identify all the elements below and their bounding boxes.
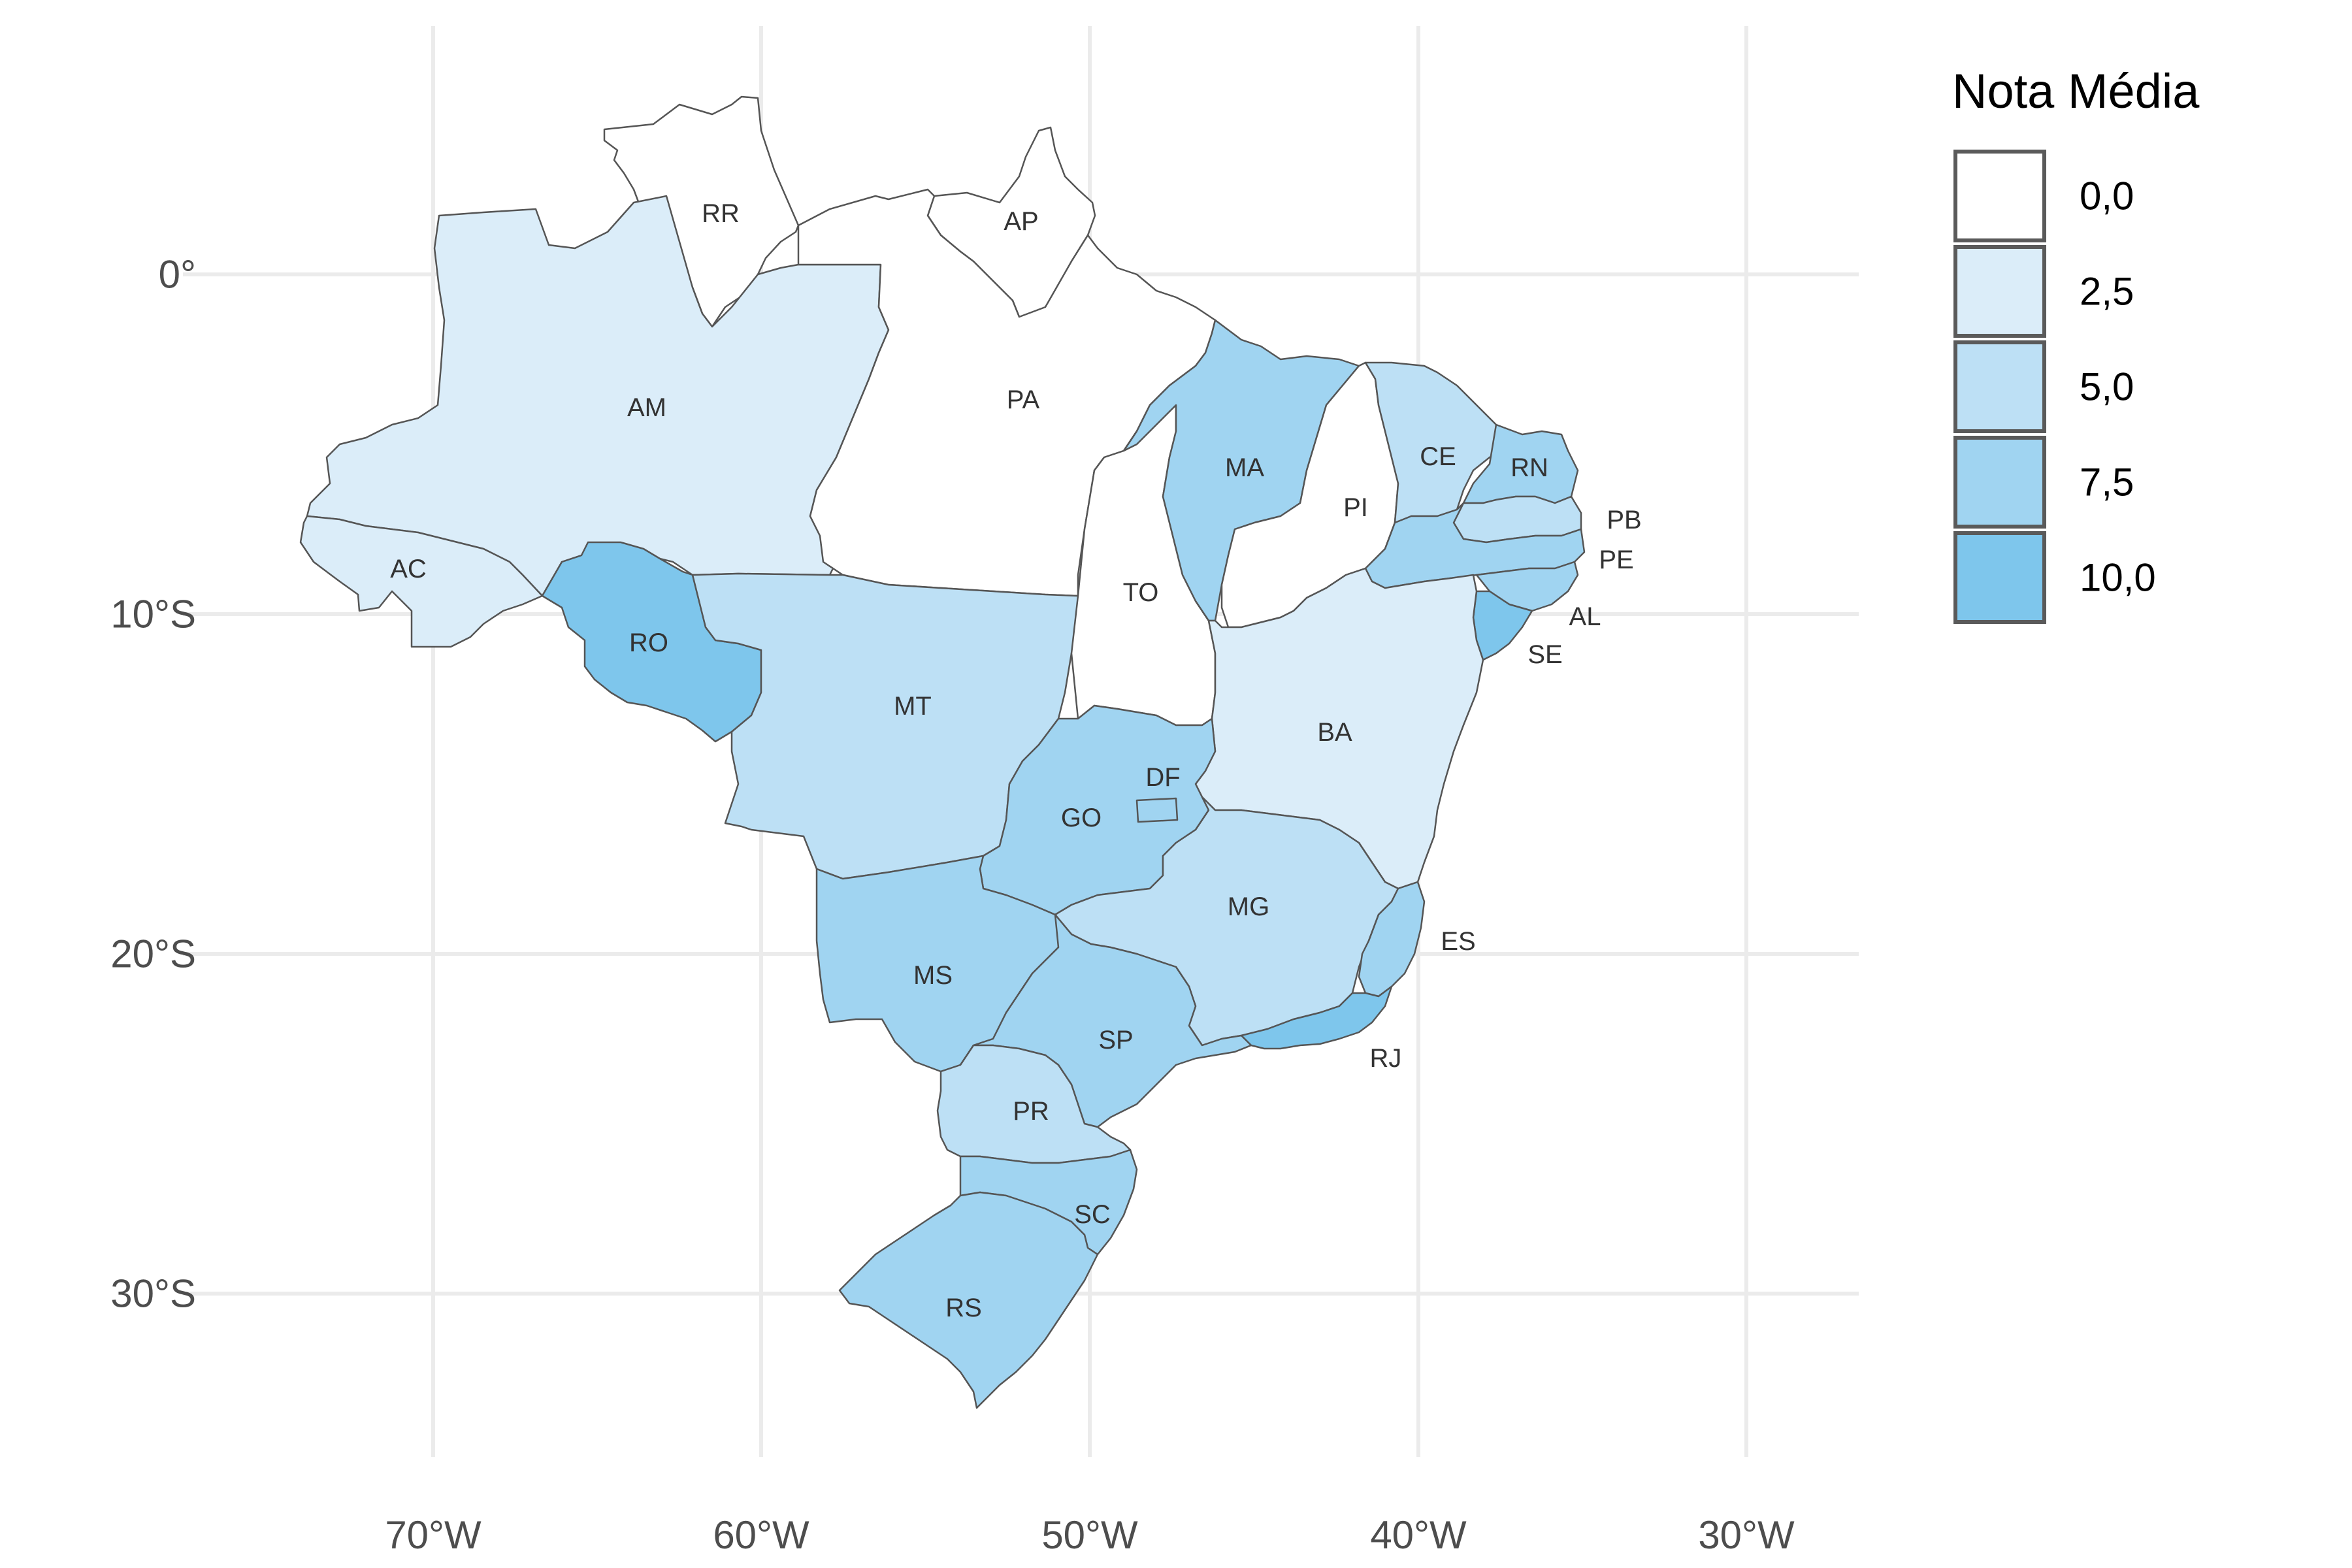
y-tick-label: 10°S <box>110 593 196 636</box>
state-AC[interactable] <box>299 515 544 648</box>
state-label-PA: PA <box>1007 385 1040 414</box>
y-axis-ticks: 0° 10°S 20°S 30°S <box>110 253 196 1316</box>
state-label-MS: MS <box>913 961 953 990</box>
state-label-AL: AL <box>1569 602 1601 631</box>
state-label-PR: PR <box>1013 1097 1049 1126</box>
legend-keys <box>1953 150 2046 624</box>
legend-key-swatch <box>1953 245 2046 338</box>
legend-key-label: 2,5 <box>2080 270 2134 314</box>
state-SP[interactable] <box>972 913 1252 1128</box>
state-label-DF: DF <box>1145 763 1180 792</box>
state-labels: RR AP AM PA AC RO MT TO MA PI CE RN PB P… <box>390 199 1641 1322</box>
state-label-RS: RS <box>945 1294 982 1322</box>
legend-key-swatch <box>1953 531 2046 624</box>
state-label-MG: MG <box>1228 892 1269 921</box>
state-polygons <box>299 95 1586 1409</box>
state-PR[interactable] <box>936 1044 1132 1164</box>
state-label-AM: AM <box>627 393 666 422</box>
state-CE[interactable] <box>1364 361 1511 524</box>
state-DF[interactable] <box>1135 797 1179 823</box>
state-label-ES: ES <box>1441 927 1475 956</box>
state-label-PB: PB <box>1607 506 1641 534</box>
y-tick-label: 30°S <box>110 1272 196 1316</box>
x-axis-ticks: 70°W 60°W 50°W 40°W 30°W <box>385 1513 1795 1557</box>
state-label-GO: GO <box>1061 804 1102 832</box>
state-label-AC: AC <box>390 555 427 583</box>
x-tick-label: 50°W <box>1041 1513 1138 1557</box>
state-label-MA: MA <box>1225 453 1264 482</box>
legend: Nota Média 0,0 2,5 5,0 7,5 10,0 <box>1952 64 2200 624</box>
state-label-AP: AP <box>1004 207 1038 236</box>
legend-key-swatch <box>1953 340 2046 433</box>
state-label-RO: RO <box>629 629 668 657</box>
state-label-CE: CE <box>1420 442 1456 471</box>
x-tick-label: 40°W <box>1370 1513 1467 1557</box>
x-tick-label: 70°W <box>385 1513 482 1557</box>
y-tick-label: 0° <box>159 253 196 297</box>
state-label-PE: PE <box>1599 546 1633 574</box>
state-RS[interactable] <box>838 1191 1099 1409</box>
x-tick-label: 30°W <box>1698 1513 1795 1557</box>
state-label-SC: SC <box>1074 1200 1111 1229</box>
state-label-PI: PI <box>1343 493 1368 522</box>
legend-key-label: 0,0 <box>2080 174 2134 218</box>
legend-key-swatch <box>1953 150 2046 242</box>
state-label-MT: MT <box>894 692 932 721</box>
state-label-RR: RR <box>702 199 740 228</box>
state-label-SE: SE <box>1527 640 1562 669</box>
state-label-TO: TO <box>1123 578 1159 607</box>
legend-key-label: 5,0 <box>2080 365 2134 409</box>
x-tick-label: 60°W <box>713 1513 809 1557</box>
legend-key-label: 7,5 <box>2080 461 2134 504</box>
y-tick-label: 20°S <box>110 932 196 976</box>
state-label-RJ: RJ <box>1370 1044 1402 1073</box>
state-label-BA: BA <box>1317 718 1352 747</box>
legend-key-swatch <box>1953 436 2046 529</box>
legend-title: Nota Média <box>1952 64 2200 118</box>
state-label-RN: RN <box>1511 453 1548 482</box>
legend-key-label: 10,0 <box>2080 556 2156 600</box>
state-RJ[interactable] <box>1240 985 1393 1050</box>
state-label-SP: SP <box>1098 1026 1133 1054</box>
